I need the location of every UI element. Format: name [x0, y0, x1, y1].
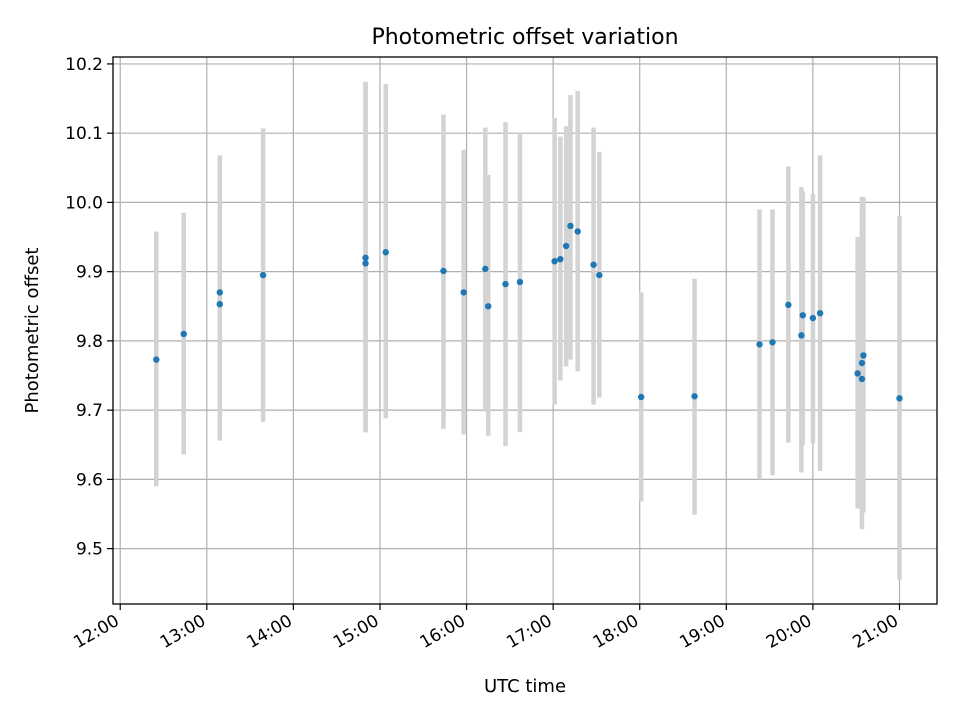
data-point [574, 228, 581, 235]
x-tick-label: 12:00 [70, 611, 122, 653]
y-tick-label: 9.8 [76, 332, 103, 352]
data-point [896, 395, 903, 402]
data-point [637, 393, 645, 401]
data-point [551, 258, 558, 265]
y-tick-label: 10.0 [65, 193, 103, 213]
x-tick-label: 14:00 [243, 611, 295, 653]
data-point [785, 301, 792, 309]
data-point [799, 312, 806, 319]
data-point [460, 289, 467, 296]
x-tick-label: 15:00 [330, 611, 382, 653]
x-tick-label: 18:00 [590, 611, 642, 653]
y-tick-label: 9.5 [76, 540, 103, 560]
y-tick-label: 10.1 [65, 124, 103, 144]
x-tick-label: 20:00 [763, 611, 815, 653]
data-point [382, 249, 389, 256]
data-point [562, 242, 570, 250]
data-point [860, 352, 867, 359]
data-point [516, 278, 524, 286]
data-point [259, 271, 267, 279]
data-point [798, 332, 805, 339]
data-point [180, 330, 187, 338]
x-tick-label: 19:00 [676, 611, 728, 653]
data-point [216, 289, 223, 296]
data-point [440, 267, 447, 275]
data-point [485, 303, 492, 310]
data-point [756, 341, 763, 348]
x-tick-label: 21:00 [850, 611, 902, 653]
data-point [858, 375, 866, 383]
y-tick-label: 9.9 [76, 263, 103, 283]
data-point [557, 255, 564, 263]
data-point [596, 271, 603, 279]
y-tick-label: 9.6 [76, 470, 103, 490]
plot-frame [112, 56, 938, 605]
chart-title: Photometric offset variation [371, 25, 678, 50]
x-tick-label: 17:00 [503, 611, 555, 653]
data-point [691, 393, 698, 400]
data-point [362, 260, 369, 267]
data-point [502, 280, 509, 288]
y-tick-label: 9.7 [76, 401, 103, 421]
data-point [809, 314, 817, 322]
data-point [590, 261, 597, 268]
data-point [482, 265, 489, 273]
y-axis-label: Photometric offset [22, 248, 43, 414]
data-point [769, 339, 776, 346]
data-point [216, 300, 223, 308]
data-point [858, 359, 866, 367]
data-point [854, 370, 861, 377]
x-axis-ticks: 12:00 13:00 14:00 15:00 16:00 17:00 18:00 19:00… [70, 604, 902, 653]
x-axis-label: UTC time [484, 676, 566, 697]
data-points [153, 222, 903, 402]
data-point [816, 309, 824, 317]
data-point [153, 356, 160, 363]
x-tick-label: 13:00 [157, 611, 209, 653]
y-tick-label: 10.2 [65, 55, 103, 75]
error-bars [154, 81, 902, 580]
x-tick-label: 16:00 [417, 611, 469, 653]
data-point [362, 254, 369, 261]
data-point [567, 222, 574, 230]
y-axis-ticks: 9.5 9.6 9.7 9.8 9.9 10.0 10.1 10.2 [65, 55, 113, 560]
